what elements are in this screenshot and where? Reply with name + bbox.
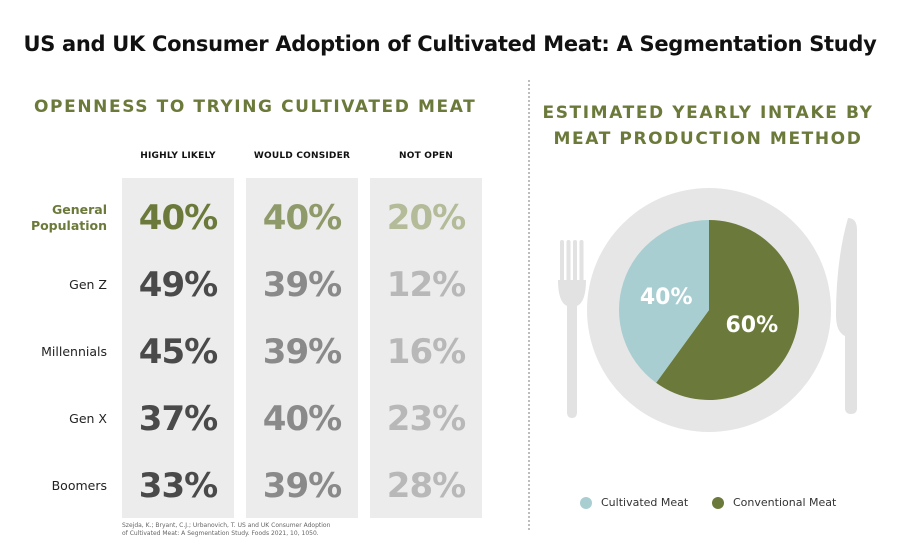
legend-item-conventional-meat: Conventional Meat (712, 496, 836, 509)
value-cell-highly-likely: 45% (138, 332, 218, 372)
pie-slice-cultivated-meat (619, 220, 709, 383)
value-cell-not-open: 28% (386, 466, 466, 506)
citation-line-1: Szejda, K.; Bryant, C.J.; Urbanovich, T.… (122, 522, 331, 529)
row-label: General Population (12, 202, 107, 234)
pie-slice-labels: 60% 40% (640, 285, 778, 338)
row-label: Millennials (12, 344, 107, 360)
value-cell-highly-likely: 49% (138, 265, 218, 305)
value-cell-not-open: 23% (386, 399, 466, 439)
pie-slices (619, 220, 799, 400)
fork-icon (558, 240, 586, 418)
row-label-line: Boomers (51, 478, 107, 493)
value-cell-highly-likely: 33% (138, 466, 218, 506)
value-cell-would-consider: 39% (262, 332, 342, 372)
citation-line-2: of Cultivated Meat: A Segmentation Study… (122, 530, 319, 537)
pie-label-conventional-meat: 60% (725, 313, 778, 338)
column-background-not-open (370, 178, 482, 518)
legend-swatch (580, 496, 592, 509)
row-label-line: Gen Z (69, 277, 107, 292)
value-cell-not-open: 16% (386, 332, 466, 372)
value-cell-not-open: 12% (386, 265, 466, 305)
pie-slice-conventional-meat (656, 220, 799, 400)
pie-chart-title: ESTIMATED YEARLY INTAKE BY MEAT PRODUCTI… (528, 100, 888, 152)
section-divider (528, 80, 530, 530)
value-cell-would-consider: 39% (262, 466, 342, 506)
legend-label: Conventional Meat (733, 496, 837, 509)
row-label-line: Gen X (69, 411, 107, 426)
value-cell-highly-likely: 40% (138, 198, 218, 238)
legend-swatch (712, 496, 724, 509)
pie-label-cultivated-meat: 40% (640, 285, 693, 310)
row-label-line: Population (30, 218, 107, 233)
row-label: Gen Z (12, 277, 107, 293)
page-title: US and UK Consumer Adoption of Cultivate… (23, 32, 877, 56)
column-background-would-consider (246, 178, 358, 518)
column-background-highly-likely (122, 178, 234, 518)
citation: Szejda, K.; Bryant, C.J.; Urbanovich, T.… (122, 522, 372, 538)
pie-legend: Cultivated Meat Conventional Meat (580, 496, 880, 512)
row-label: Boomers (12, 478, 107, 494)
value-cell-not-open: 20% (386, 198, 466, 238)
table-title: OPENNESS TO TRYING CULTIVATED MEAT (34, 97, 477, 117)
column-header-highly-likely: HIGHLY LIKELY (140, 151, 216, 161)
value-cell-highly-likely: 37% (138, 399, 218, 439)
value-cell-would-consider: 40% (262, 198, 342, 238)
legend-item-cultivated-meat: Cultivated Meat (580, 496, 688, 509)
value-cell-would-consider: 40% (262, 399, 342, 439)
knife-icon (836, 218, 857, 414)
pie-title-line-1: ESTIMATED YEARLY INTAKE BY (542, 103, 874, 123)
pie-title-line-2: MEAT PRODUCTION METHOD (553, 129, 863, 149)
plate-pie-chart: 60% 40% (558, 188, 857, 432)
legend-label: Cultivated Meat (601, 496, 689, 509)
column-header-would-consider: WOULD CONSIDER (253, 151, 351, 161)
row-label-line: Millennials (41, 344, 107, 359)
value-cell-would-consider: 39% (262, 265, 342, 305)
column-header-not-open: NOT OPEN (399, 151, 453, 161)
row-label-line: General (52, 202, 107, 217)
row-label: Gen X (12, 411, 107, 427)
